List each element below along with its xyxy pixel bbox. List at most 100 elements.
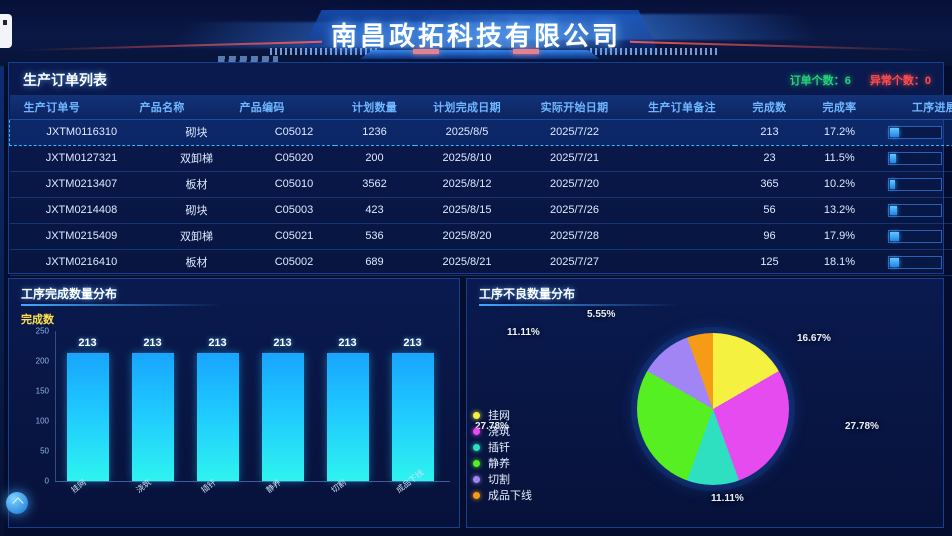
bar-chart-legend[interactable]: 完成数 <box>21 314 54 326</box>
legend-label: 静养 <box>488 458 510 470</box>
legend-item[interactable]: 插钎 <box>473 439 532 455</box>
cell-product-code: C05021 <box>239 223 335 250</box>
pie-chart-legend: 挂网浇筑 插钎静养 切割 成品下线 <box>473 407 532 503</box>
cell-order-remark <box>629 118 735 146</box>
legend-color-dot <box>473 443 480 451</box>
bar-column[interactable]: 213 <box>261 331 304 481</box>
table-row[interactable]: JXTM0215409 双卸梯 C05021 536 2025/8/20 2025/7/2… <box>9 223 952 250</box>
cell-product-code: C05003 <box>239 197 335 224</box>
pie-chart-title: 工序不良数量分布 <box>479 287 576 301</box>
cell-order-remark <box>629 249 735 276</box>
pie-slice-label: 27.78% <box>475 421 509 432</box>
order-count-value: 6 <box>844 75 851 87</box>
progress-bar-track <box>887 125 942 139</box>
cell-start-date: 2025/7/27 <box>519 249 630 276</box>
progress-bar-fill <box>889 231 900 241</box>
legend-item[interactable]: 成品下线 <box>473 487 532 503</box>
y-axis-tick: 50 <box>40 446 49 456</box>
bar-chart-plot: 0 50 100 150 200 250 213 213 213 213 213 213 <box>36 327 445 486</box>
bar-value-label: 213 <box>143 337 162 350</box>
cell-order-remark <box>629 223 735 250</box>
orders-col-header[interactable]: 产品编码 <box>239 95 335 120</box>
cell-done-qty: 125 <box>734 249 805 276</box>
floating-action-button[interactable] <box>6 492 28 514</box>
progress-bar-fill <box>890 153 897 163</box>
legend-item[interactable]: 静养 <box>473 455 532 471</box>
legend-color-dot <box>473 491 480 499</box>
cell-order-remark <box>629 171 735 198</box>
y-axis-tick: 200 <box>35 356 49 366</box>
cell-product-code: C05020 <box>239 145 335 172</box>
orders-table: 生产订单号 产品名称 产品编码 计划数量 计划完成日期 实际开始日期 生产订单备注 完成数 完成… <box>9 95 952 276</box>
orders-col-header[interactable]: 完成率 <box>804 95 875 120</box>
header-plate <box>300 10 660 54</box>
cell-done-qty: 213 <box>734 118 805 146</box>
progress-bar-fill <box>889 257 900 267</box>
table-row[interactable]: JXTM0127321 双卸梯 C05020 200 2025/8/10 2025/7/2… <box>9 145 952 172</box>
abnormal-count-value: 0 <box>924 75 931 87</box>
header-nub-right <box>513 49 539 54</box>
y-axis-tick: 250 <box>35 326 49 336</box>
legend-color-dot <box>473 459 480 467</box>
cell-process-progress: 13.2% <box>874 197 952 224</box>
orders-col-header[interactable]: 工序进展 <box>874 95 952 120</box>
cell-plan-date: 2025/8/21 <box>414 249 520 276</box>
left-edge-decor <box>0 66 4 536</box>
pie-chart[interactable] <box>637 333 789 485</box>
cell-plan-date: 2025/8/12 <box>414 171 520 198</box>
table-row[interactable]: JXTM0116310 砌块 C05012 1236 2025/8/5 2025/7/22… <box>9 118 952 146</box>
cell-process-progress: 17.2% <box>874 118 952 146</box>
progress-bar-track <box>887 203 942 217</box>
table-row[interactable]: JXTM0216410 板材 C05002 689 2025/8/21 2025/7/27… <box>9 249 952 276</box>
cell-order-no: JXTM0127321 <box>9 145 140 172</box>
orders-col-header[interactable]: 产品名称 <box>139 95 240 120</box>
legend-item[interactable]: 浇筑 <box>473 423 532 439</box>
bar-value-label: 213 <box>403 337 422 350</box>
orders-col-header[interactable]: 生产订单号 <box>9 95 140 120</box>
table-row[interactable]: JXTM0213407 板材 C05010 3562 2025/8/12 2025/7/2… <box>9 171 952 198</box>
bar-rect <box>326 353 369 481</box>
bar-chart-y-axis <box>55 331 56 481</box>
bar-chart-underline <box>21 304 221 306</box>
panel-toggle-icon[interactable] <box>0 14 12 48</box>
table-row[interactable]: JXTM0214408 砌块 C05003 423 2025/8/15 2025/7/26… <box>9 197 952 224</box>
orders-col-header[interactable]: 计划数量 <box>334 95 415 120</box>
bar-rect <box>196 353 239 481</box>
header-hatch-left <box>270 48 380 55</box>
cell-product-name: 砌块 <box>139 197 240 224</box>
progress-bar-track <box>887 177 942 191</box>
orders-col-header[interactable]: 完成数 <box>734 95 805 120</box>
bar-column[interactable]: 213 <box>131 331 174 481</box>
pie-slice-label: 16.67% <box>797 333 831 344</box>
bar-column[interactable]: 213 <box>326 331 369 481</box>
legend-item[interactable]: 挂网 <box>473 407 532 423</box>
cell-product-name: 砌块 <box>139 118 240 146</box>
orders-col-header[interactable]: 生产订单备注 <box>629 95 735 120</box>
cell-start-date: 2025/7/21 <box>519 145 630 172</box>
cell-product-name: 双卸梯 <box>139 223 240 250</box>
cell-done-qty: 56 <box>734 197 805 224</box>
bar-value-label: 213 <box>208 337 227 350</box>
orders-col-header[interactable]: 实际开始日期 <box>519 95 630 120</box>
progress-bar-fill <box>889 205 897 215</box>
header-dash-decor <box>218 56 278 62</box>
cell-process-progress: 18.1% <box>874 249 952 276</box>
legend-label: 浇筑 <box>488 426 510 438</box>
cell-start-date: 2025/7/28 <box>519 223 630 250</box>
process-defect-chart-panel: 工序不良数量分布 16.67% 27.78% 11.11% 27.78% 11.11% 5… <box>466 278 944 528</box>
header-hatch-right <box>590 48 720 55</box>
legend-item[interactable]: 切割 <box>473 471 532 487</box>
cell-product-name: 双卸梯 <box>139 145 240 172</box>
cell-done-rate: 18.1% <box>804 249 875 276</box>
cell-done-qty: 365 <box>734 171 805 198</box>
bar-column[interactable]: 213 <box>196 331 239 481</box>
bar-chart-x-labels: 挂网 浇筑 插钎 静养 切割 成品下线 <box>55 468 445 523</box>
orders-col-header[interactable]: 计划完成日期 <box>414 95 520 120</box>
bar-column[interactable]: 213 <box>66 331 109 481</box>
bar-column[interactable]: 213 <box>391 331 434 481</box>
bar-rect <box>261 353 304 481</box>
cell-product-code: C05012 <box>239 118 335 146</box>
order-count-label: 订单个数： <box>789 75 845 87</box>
y-axis-tick: 100 <box>35 416 49 426</box>
cell-done-rate: 13.2% <box>804 197 875 224</box>
